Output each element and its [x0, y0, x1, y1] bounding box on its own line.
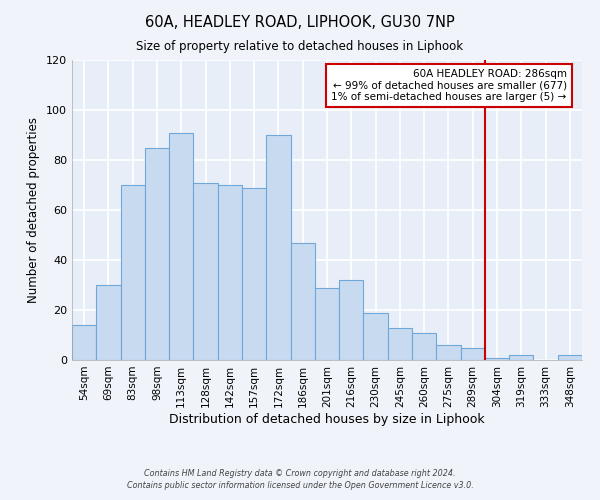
Bar: [485, 358, 509, 360]
Text: Size of property relative to detached houses in Liphook: Size of property relative to detached ho…: [136, 40, 464, 53]
Text: Contains HM Land Registry data © Crown copyright and database right 2024.
Contai: Contains HM Land Registry data © Crown c…: [127, 469, 473, 490]
Bar: [364, 312, 388, 360]
Bar: [412, 332, 436, 360]
Bar: [242, 188, 266, 360]
Bar: [436, 345, 461, 360]
Bar: [72, 325, 96, 360]
Bar: [290, 242, 315, 360]
Bar: [169, 132, 193, 360]
Bar: [96, 285, 121, 360]
Bar: [193, 182, 218, 360]
Bar: [558, 355, 582, 360]
Text: 60A HEADLEY ROAD: 286sqm
← 99% of detached houses are smaller (677)
1% of semi-d: 60A HEADLEY ROAD: 286sqm ← 99% of detach…: [331, 69, 567, 102]
Bar: [339, 280, 364, 360]
Bar: [145, 148, 169, 360]
Text: 60A, HEADLEY ROAD, LIPHOOK, GU30 7NP: 60A, HEADLEY ROAD, LIPHOOK, GU30 7NP: [145, 15, 455, 30]
Y-axis label: Number of detached properties: Number of detached properties: [28, 117, 40, 303]
Bar: [509, 355, 533, 360]
Bar: [121, 185, 145, 360]
Bar: [461, 348, 485, 360]
Bar: [218, 185, 242, 360]
Bar: [266, 135, 290, 360]
X-axis label: Distribution of detached houses by size in Liphook: Distribution of detached houses by size …: [169, 412, 485, 426]
Bar: [315, 288, 339, 360]
Bar: [388, 328, 412, 360]
